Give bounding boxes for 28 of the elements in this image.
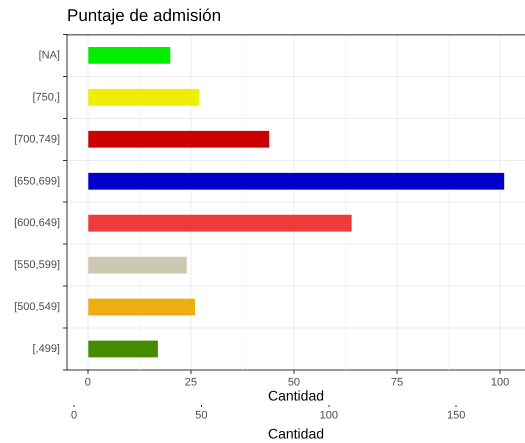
y-tick-label: [550,599] bbox=[14, 259, 60, 272]
bar bbox=[88, 298, 195, 316]
y-tick-label: [750,] bbox=[32, 91, 60, 104]
bar bbox=[88, 256, 187, 274]
y-tick-label: [500,549] bbox=[14, 301, 60, 314]
x2-tick-label: 100 bbox=[320, 410, 338, 422]
bar bbox=[88, 340, 158, 358]
y-tick-label: [NA] bbox=[38, 49, 60, 62]
bar bbox=[88, 214, 352, 232]
y-tick-label: [700,749] bbox=[14, 133, 60, 146]
y-tick-label: [650,699] bbox=[14, 175, 60, 188]
y-tick-label: [,499] bbox=[32, 343, 60, 356]
x2-tick-label: 0 bbox=[70, 410, 78, 422]
x-tick-label: 50 bbox=[288, 376, 300, 389]
chart-title: Puntaje de admisión bbox=[67, 6, 222, 25]
x2-axis-title: Cantidad bbox=[268, 425, 324, 442]
x2-tick-label: 150 bbox=[447, 410, 466, 422]
x-tick-label: 100 bbox=[490, 376, 510, 389]
bar bbox=[88, 88, 200, 106]
x2-tick-label: 50 bbox=[195, 410, 208, 422]
bar bbox=[88, 172, 504, 190]
bar bbox=[88, 130, 270, 148]
x-tick-label: 75 bbox=[390, 376, 404, 389]
bar bbox=[88, 46, 170, 64]
x-tick-label: 0 bbox=[84, 376, 91, 389]
y-tick-label: [600,649] bbox=[14, 217, 60, 230]
x-tick-label: 25 bbox=[184, 376, 198, 389]
x-axis-title: Cantidad bbox=[268, 387, 324, 404]
